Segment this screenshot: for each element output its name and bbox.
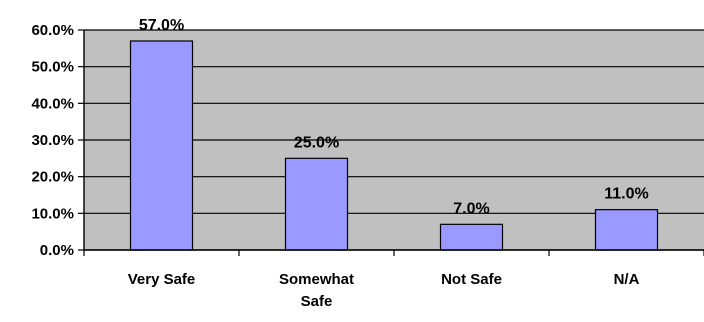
category-label-2: Not Safe — [441, 271, 502, 288]
y-tick-label: 60.0% — [31, 22, 74, 39]
data-label-1: 25.0% — [294, 134, 339, 151]
y-axis-ticks: 0.0% 10.0% 20.0% 30.0% 40.0% 50.0% 60.0% — [31, 22, 84, 259]
data-label-3: 11.0% — [604, 186, 648, 203]
bar-2 — [439, 223, 504, 251]
y-tick-label: 10.0% — [31, 205, 74, 222]
category-label-3: N/A — [614, 271, 640, 288]
y-tick-label: 30.0% — [31, 132, 74, 149]
y-tick-label: 40.0% — [31, 95, 74, 112]
data-label-0: 57.0% — [139, 17, 184, 34]
data-labels: 57.0% 25.0% 7.0% 11.0% — [139, 17, 649, 217]
x-axis-categories: Very Safe Somewhat Safe Not Safe N/A — [83, 250, 704, 310]
category-label-1: Somewhat Safe — [279, 271, 354, 310]
bars — [129, 40, 659, 251]
bar-3 — [594, 209, 659, 251]
category-label-0: Very Safe — [128, 271, 196, 288]
data-label-2: 7.0% — [453, 200, 489, 217]
bar-1 — [284, 157, 349, 251]
y-tick-label: 50.0% — [31, 59, 74, 76]
y-tick-label: 20.0% — [31, 169, 74, 186]
y-tick-label: 0.0% — [40, 242, 74, 259]
bar-0 — [129, 40, 194, 251]
